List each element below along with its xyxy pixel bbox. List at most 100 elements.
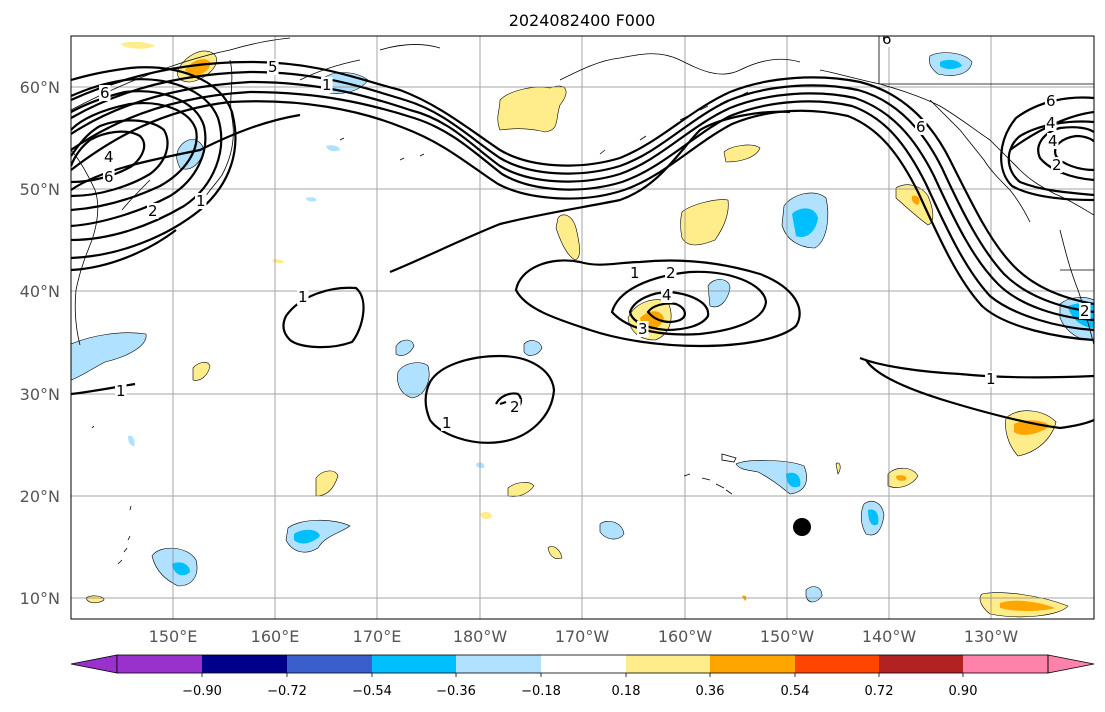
shade-negative [128,435,135,446]
colorbar-frame [116,654,1049,674]
colorbar-swatch [202,655,287,673]
shade-positive [192,362,211,381]
contour-line [424,354,556,444]
lat-label: 10°N [20,589,60,608]
shade-negative-core [172,562,190,576]
contour-label-halo [195,193,207,209]
contour-label-halo [297,289,309,305]
contour-label: 5 [268,58,278,76]
contour-line [1037,126,1094,182]
lon-label: 170°E [353,627,402,646]
contour-label: 2 [148,202,158,220]
contour-label-halo [1047,133,1059,149]
colorbar-tick-label: 0.54 [781,684,810,699]
contour-label: 1 [986,370,996,388]
shade-negative [707,279,731,308]
colorbar-swatch [963,655,1048,673]
shade-negative [176,139,205,170]
contour-label: 6 [100,84,110,102]
contour-labels: 6 4 6 5 1 2 6 4 1 1 2 4 3 1 1 2 6 4 2 2 … [99,36,1091,432]
contour-line [71,66,237,260]
shade-negative [805,586,823,603]
shade-positive [835,462,841,475]
contour-label: 1 [630,264,640,282]
shaded-anomalies [71,41,1094,618]
shade-negative-core [940,59,962,69]
contour-line [71,60,1094,306]
colorbar-ticks [201,673,964,677]
colorbar-swatch [795,655,879,673]
shade-positive-core [896,475,907,481]
contour-label: 1 [196,192,206,210]
contour-label-halo [1079,303,1091,319]
contour-line [71,119,169,198]
contour-label-halo [629,265,641,281]
colorbar-swatch [456,655,541,673]
shade-negative [397,362,430,399]
shade-positive [480,511,492,519]
lat-label: 20°N [20,487,60,506]
coast-marianas [91,425,132,565]
contour-label: 2 [1080,302,1090,320]
contour-label-halo [509,399,521,415]
colorbar-extend-high [1047,654,1095,674]
shade-negative [306,197,317,202]
contour-line [71,229,177,272]
longitude-labels: 150°E 160°E 170°E 180°W 170°W 160°W 150°… [149,627,1019,646]
contour-line [71,80,1094,322]
lat-label: 30°N [20,385,60,404]
contour-label: 1 [116,382,126,400]
shade-negative-core [786,472,801,488]
contour-line [859,356,1094,379]
shade-positive [680,199,729,246]
colorbar: −0.90 −0.72 −0.54 −0.36 −0.18 0.18 0.36 … [70,654,1095,699]
contour-label-halo [881,36,893,47]
shade-positive [85,595,105,604]
lon-label: 160°W [658,627,713,646]
shade-positive [272,259,285,264]
shade-negative [395,339,415,356]
shade-positive [895,184,934,226]
colorbar-swatch [287,655,372,673]
colorbar-swatch [879,655,963,673]
contour-line [71,100,1094,342]
colorbar-extend-low [70,654,118,674]
contour-label-halo [985,371,997,387]
contour-line [646,302,686,323]
plot-area: 6 4 6 5 1 2 6 4 1 1 2 4 3 1 1 2 6 4 2 2 … [71,36,1094,619]
latitude-labels: 10°N 20°N 30°N 40°N 50°N 60°N [20,78,60,608]
contour-label: 6 [1046,92,1056,110]
shade-positive-core [911,195,920,205]
contour-line [71,70,1094,314]
colorbar-swatch [710,655,795,673]
lat-label: 40°N [20,282,60,301]
lon-label: 150°E [149,627,198,646]
contour-label-halo [1051,157,1063,173]
contour-line [71,382,136,396]
lon-label: 160°E [251,627,300,646]
contour-label: 4 [1048,132,1058,150]
shade-negative [326,145,340,152]
shade-positive [120,41,155,49]
coast-alaska-siberia [299,44,1094,216]
figure-title: 2024082400 F000 [509,11,656,30]
lon-label: 130°W [964,627,1019,646]
contour-label-halo [441,415,453,431]
contour-label: 6 [916,118,926,136]
contour-line [628,290,710,332]
contour-label: 4 [1046,114,1056,132]
colorbar-tick-label: −0.36 [436,684,476,699]
contour-label-halo [115,383,127,399]
colorbar-tick-label: −0.54 [352,684,392,699]
shade-positive [315,470,339,497]
contour-line [71,90,207,228]
contour-label-halo [267,59,279,75]
contour-line [71,90,1094,332]
contour-label: 1 [322,76,332,94]
shade-negative [523,340,543,356]
lon-label: 170°W [555,627,610,646]
shade-positive [547,546,563,559]
colorbar-tick-label: 0.90 [949,684,978,699]
border-canada-alaska [878,36,1094,271]
